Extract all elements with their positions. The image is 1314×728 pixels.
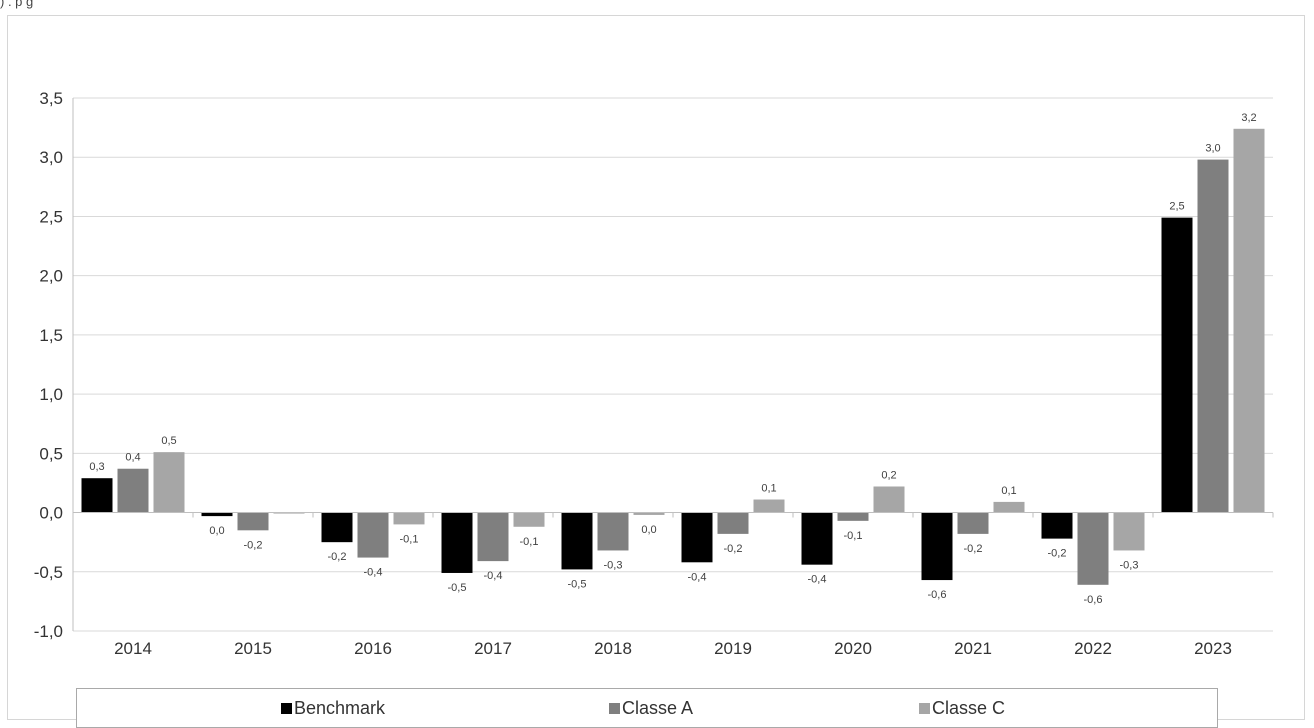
bar-benchmark-2020 <box>801 512 833 565</box>
data-label: -0,4 <box>808 574 827 586</box>
truncated-header-text: ) . p g <box>0 0 34 9</box>
bar-benchmark-2018 <box>561 512 593 570</box>
data-label: -0,1 <box>520 536 539 548</box>
x-tick-label: 2017 <box>474 639 512 658</box>
legend-swatch-classe-a <box>609 703 620 714</box>
data-label: 0,1 <box>761 483 776 495</box>
x-tick-label: 2020 <box>834 639 872 658</box>
bar-classe-a-2016 <box>357 512 389 558</box>
x-tick-label: 2022 <box>1074 639 1112 658</box>
data-label: -0,3 <box>604 559 623 571</box>
x-tick-label: 2016 <box>354 639 392 658</box>
bar-classe-a-2014 <box>117 468 149 513</box>
data-label: -0,2 <box>1048 548 1067 560</box>
bar-benchmark-2015 <box>201 512 233 517</box>
legend-label-classe-a: Classe A <box>622 698 694 718</box>
y-tick-label: 0,0 <box>39 504 63 523</box>
data-label: 0,5 <box>161 435 176 447</box>
bar-benchmark-2022 <box>1041 512 1073 539</box>
data-label: -0,2 <box>244 539 263 551</box>
data-label: -0,3 <box>1120 559 1139 571</box>
bar-benchmark-2016 <box>321 512 353 543</box>
legend-item-benchmark: Benchmark <box>281 698 385 719</box>
data-label: 3,0 <box>1205 143 1220 155</box>
bar-classe-a-2015 <box>237 512 269 531</box>
data-label: 0,0 <box>209 525 224 537</box>
data-label: -0,1 <box>844 530 863 542</box>
bar-classe-a-2023 <box>1197 159 1229 513</box>
data-label: -0,6 <box>1084 594 1103 606</box>
y-tick-label: 2,5 <box>39 207 63 226</box>
x-tick-label: 2014 <box>114 639 152 658</box>
y-tick-label: -1,0 <box>34 622 63 641</box>
data-label: -0,4 <box>364 567 383 579</box>
data-label: -0,6 <box>928 589 947 601</box>
bar-chart: -1,0 -0,5 0,0 0,5 1,0 1,5 2,0 2,5 3,0 3,5 0,3 0,0 -0… <box>34 89 1274 658</box>
bar-benchmark-2023 <box>1161 217 1193 513</box>
legend-swatch-classe-c <box>919 703 930 714</box>
bar-classe-c-2023 <box>1233 128 1265 513</box>
bar-classe-c-2017 <box>513 512 545 527</box>
x-tick-label: 2021 <box>954 639 992 658</box>
bar-classe-a-2022 <box>1077 512 1109 585</box>
data-label: 0,3 <box>89 461 104 473</box>
data-label: 2,5 <box>1169 201 1184 213</box>
data-label: -0,5 <box>568 578 587 590</box>
data-label: 0,4 <box>125 452 140 464</box>
bar-benchmark-2014 <box>81 478 113 513</box>
bar-classe-a-2018 <box>597 512 629 551</box>
bar-benchmark-2019 <box>681 512 713 563</box>
y-tick-label: 3,5 <box>39 89 63 108</box>
bar-classe-a-2020 <box>837 512 869 521</box>
x-tick-label: 2015 <box>234 639 272 658</box>
data-label: -0,4 <box>688 571 707 583</box>
data-label: -0,5 <box>448 582 467 594</box>
x-tick-label: 2019 <box>714 639 752 658</box>
y-tick-label: -0,5 <box>34 563 63 582</box>
bar-classe-c-2014 <box>153 452 185 513</box>
bar-classe-a-2021 <box>957 512 989 534</box>
y-tick-label: 1,5 <box>39 326 63 345</box>
x-tick-label: 2018 <box>594 639 632 658</box>
y-tick-label: 0,5 <box>39 444 63 463</box>
bar-classe-c-2018 <box>633 512 665 515</box>
data-label: 3,2 <box>1241 112 1256 124</box>
bar-classe-c-2019 <box>753 499 785 513</box>
data-label: -0,2 <box>964 543 983 555</box>
chart-legend: Benchmark Classe A Classe C <box>76 688 1218 728</box>
y-tick-label: 3,0 <box>39 148 63 167</box>
data-label: -0,2 <box>328 551 347 563</box>
bar-benchmark-2017 <box>441 512 473 573</box>
legend-label-benchmark: Benchmark <box>294 698 386 718</box>
legend-item-classe-c: Classe C <box>919 698 1005 719</box>
data-label: 0,1 <box>1001 485 1016 497</box>
bar-classe-c-2016 <box>393 512 425 525</box>
legend-swatch-benchmark <box>281 703 292 714</box>
data-label: -0,2 <box>724 543 743 555</box>
y-tick-label: 2,0 <box>39 267 63 286</box>
data-label: 0,2 <box>881 469 896 481</box>
bar-classe-a-2017 <box>477 512 509 562</box>
legend-label-classe-c: Classe C <box>932 698 1006 718</box>
y-tick-label: 1,0 <box>39 385 63 404</box>
bar-classe-c-2020 <box>873 486 905 513</box>
data-label: -0,1 <box>400 533 419 545</box>
x-tick-label: 2023 <box>1194 639 1232 658</box>
legend-item-classe-a: Classe A <box>609 698 693 719</box>
bar-benchmark-2021 <box>921 512 953 581</box>
bar-classe-c-2022 <box>1113 512 1145 551</box>
bar-classe-c-2021 <box>993 501 1025 513</box>
bar-classe-a-2019 <box>717 512 749 534</box>
data-label: -0,4 <box>484 570 503 582</box>
data-label: 0,0 <box>641 524 656 536</box>
